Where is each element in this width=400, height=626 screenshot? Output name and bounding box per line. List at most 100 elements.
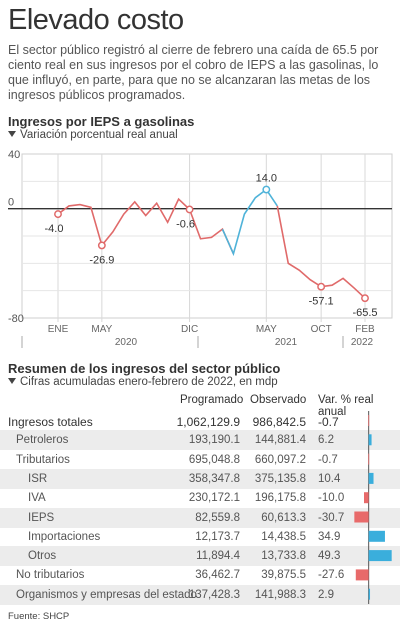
row-label: Ingresos totales (8, 415, 93, 429)
observado-value: 144,881.4 (254, 434, 306, 447)
col-header-var: Var. % real anual (318, 394, 374, 418)
y-tick-label: -80 (8, 313, 24, 325)
observado-value: 60,613.3 (261, 511, 306, 524)
row-stripe (0, 584, 400, 605)
line-chart-title: Ingresos por IEPS a gasolinas (8, 114, 195, 129)
data-point-marker (185, 205, 194, 214)
col-header-observado: Observado (250, 394, 307, 406)
programado-value: 230,172.1 (188, 492, 240, 505)
row-stripe (0, 546, 400, 567)
table-subtitle: Cifras acumuladas enero-febrero de 2022,… (8, 376, 278, 388)
table-row: Ingresos totales 1,062,129.9 986,842.5 -0.7 (0, 411, 400, 431)
variation-value: 34.9 (318, 530, 341, 543)
variation-bars: -40 0 50 (343, 411, 398, 610)
observado-value: 375,135.8 (254, 472, 306, 485)
series-line-segment-2021 (221, 188, 278, 257)
row-stripe (0, 430, 400, 451)
table-title: Resumen de los ingresos del sector públi… (8, 361, 281, 376)
table-subtitle-text: Cifras acumuladas enero-febrero de 2022,… (20, 376, 278, 388)
line-chart-subtitle-text: Variación porcentual real anual (20, 129, 178, 141)
variation-value: -0.7 (318, 415, 339, 429)
triangle-down-icon (8, 131, 16, 137)
programado-value: 36,462.7 (195, 569, 240, 582)
x-tick-label: DIC (181, 324, 198, 335)
observado-value: 986,842.5 (252, 415, 306, 429)
x-tick-label: MAY (256, 324, 277, 335)
intro-paragraph: El sector público registró al cierre de … (8, 43, 379, 102)
data-label: -57.1 (309, 296, 334, 308)
data-point-marker (54, 210, 62, 219)
variation-value: 2.9 (318, 588, 334, 601)
variation-bar (368, 415, 370, 426)
row-label: ISR (28, 472, 48, 485)
variation-value: -30.7 (318, 511, 345, 524)
row-label: Petroleros (16, 434, 69, 447)
programado-value: 11,894.4 (196, 550, 240, 563)
table-row: Organismos y empresas del estado 137,428.… (0, 585, 400, 605)
table-row: ISR 358,347.8 375,135.8 10.4 (0, 469, 400, 489)
table-row: Otros 11,894.4 13,733.8 49.3 (0, 546, 400, 566)
variation-value: 10.4 (318, 472, 341, 485)
variation-value: -10.0 (318, 492, 345, 505)
series-line-segment-2020 (57, 197, 235, 255)
table-row: Tributarios 695,048.8 660,097.2 -0.7 (0, 450, 400, 470)
bar-axis-tick-label: -40 (343, 609, 358, 610)
variation-bar (368, 530, 385, 542)
observado-value: 14,438.5 (261, 530, 306, 543)
variation-value: 49.3 (318, 550, 341, 563)
data-label: -65.5 (352, 307, 377, 319)
programado-value: 358,347.8 (188, 472, 240, 485)
observado-value: 13,733.8 (261, 550, 306, 563)
variation-bar (368, 453, 370, 465)
row-label: Tributarios (16, 453, 70, 466)
bar-axis-tick-label: 0 (366, 609, 372, 610)
variation-bar (368, 550, 392, 562)
observado-value: 660,097.2 (254, 453, 306, 466)
programado-value: 1,062,129.9 (176, 415, 240, 429)
observado-value: 39,875.5 (261, 569, 306, 582)
observado-value: 141,988.3 (254, 588, 306, 601)
table-row: No tributarios 36,462.7 39,875.5 -27.6 (0, 565, 400, 585)
row-label: Importaciones (28, 530, 101, 543)
programado-value: 82,559.8 (195, 511, 240, 524)
table-row: IEPS 82,559.8 60,613.3 -30.7 (0, 508, 400, 528)
programado-value: 695,048.8 (188, 453, 240, 466)
y-tick-label: 0 (8, 197, 14, 209)
data-label: -4.0 (45, 223, 64, 235)
data-label: -0.6 (176, 218, 195, 230)
variation-bar (368, 434, 372, 446)
page-title: Elevado costo (8, 4, 184, 36)
data-point-marker (97, 241, 106, 250)
variation-bar (364, 492, 369, 504)
source-note: Fuente: SHCP (8, 611, 70, 622)
data-label: 14.0 (256, 173, 277, 185)
data-label: -26.9 (89, 254, 114, 266)
year-label: 2022 (351, 337, 374, 348)
table-row: Importaciones 12,173.7 14,438.5 34.9 (0, 527, 400, 547)
table-row: Petroleros 193,190.1 144,881.4 6.2 (0, 430, 400, 450)
observado-value: 196,175.8 (254, 492, 306, 505)
programado-value: 137,428.3 (188, 588, 240, 601)
col-header-programado: Programado (180, 394, 244, 406)
variation-value: -0.7 (318, 453, 338, 466)
table-row: IVA 230,172.1 196,175.8 -10.0 (0, 488, 400, 508)
x-tick-label: MAY (91, 324, 112, 335)
ieps-line-chart: 40 0 -80 ENE MAY DIC MAY OCT FEB 2020 2021 2022 -4.0… (8, 149, 393, 348)
variation-bar (368, 472, 374, 484)
row-label: Organismos y empresas del estado (16, 588, 197, 601)
data-point-marker (317, 282, 326, 291)
line-chart-subtitle: Variación porcentual real anual (8, 129, 178, 141)
data-point-marker (361, 294, 369, 303)
variation-bar (355, 569, 369, 581)
row-label: No tributarios (16, 569, 85, 582)
x-tick-label: OCT (311, 324, 332, 335)
y-tick-label: 40 (8, 149, 20, 161)
x-tick-label: FEB (355, 324, 375, 335)
bar-axis-tick-label: 50 (386, 609, 398, 610)
row-label: Otros (28, 550, 57, 563)
row-label: IEPS (28, 511, 55, 524)
variation-value: 6.2 (318, 434, 334, 447)
variation-bar (354, 511, 369, 523)
x-tick-label: ENE (48, 324, 69, 335)
row-label: IVA (28, 492, 46, 505)
